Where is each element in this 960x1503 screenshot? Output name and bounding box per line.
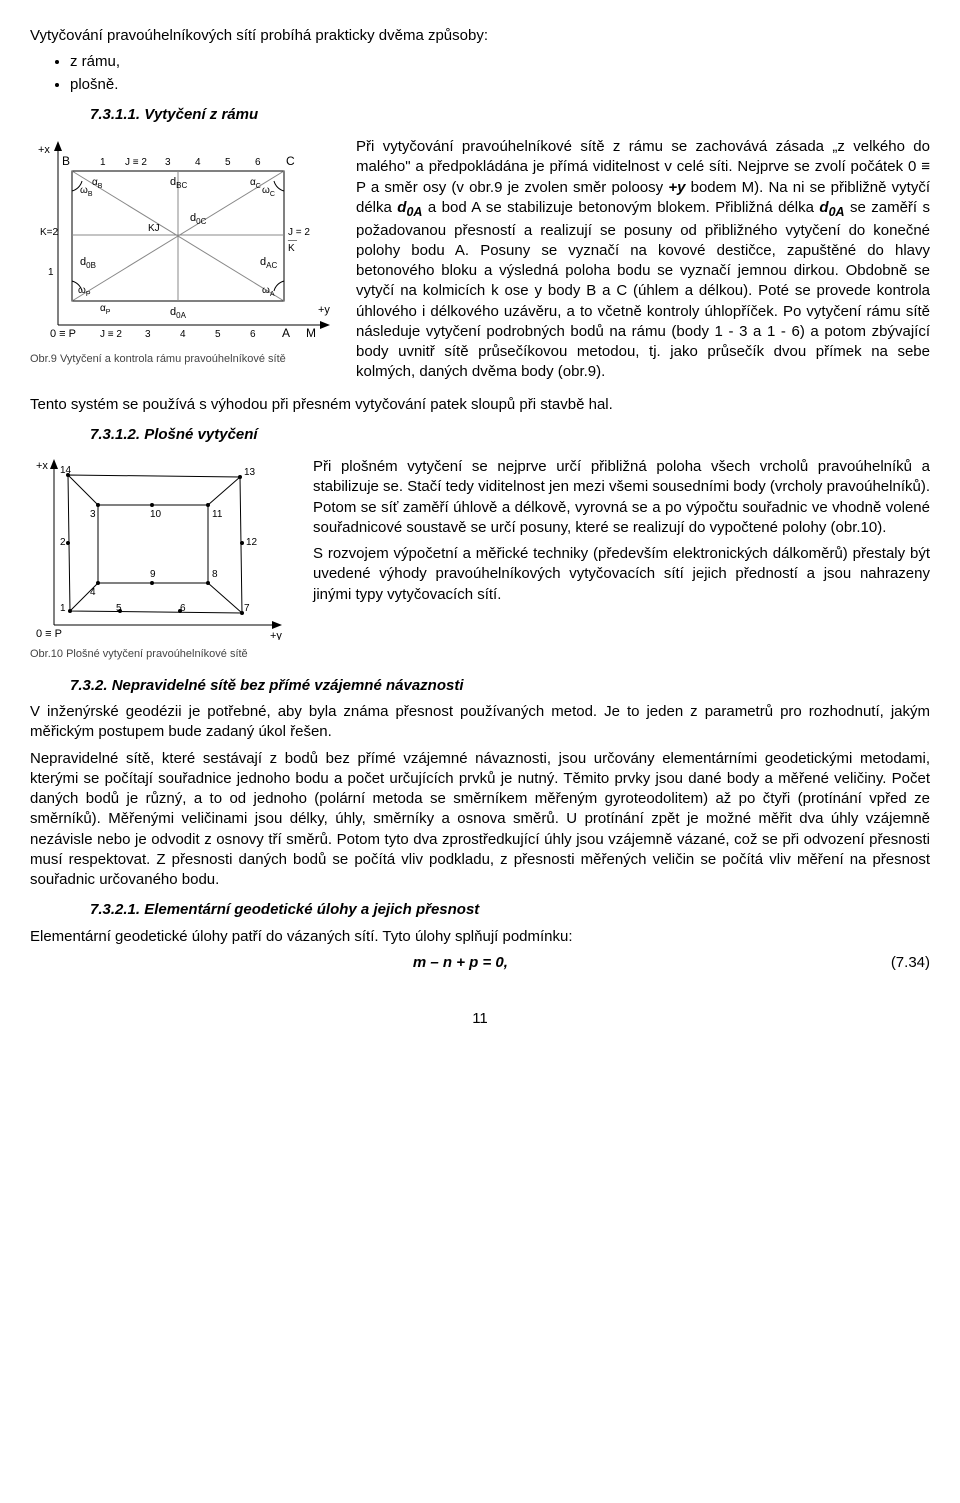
svg-text:5: 5 <box>225 157 231 168</box>
fig10-plusy: +y <box>270 630 282 640</box>
svg-text:K: K <box>288 243 295 254</box>
svg-text:4: 4 <box>180 329 186 340</box>
p1i: se zaměří s požadovanou přesností a real… <box>356 199 930 381</box>
p1g: d <box>819 199 828 216</box>
fig9-0P: 0 ≡ P <box>50 328 76 340</box>
svg-text:K=2: K=2 <box>40 227 59 238</box>
figure-10: +x +y 0 ≡ P 1413 1211 103 21 45 67 89 <box>30 455 295 662</box>
fig9-M: M <box>306 326 316 340</box>
intro-text: Vytyčování pravoúhelníkových sítí probíh… <box>30 26 930 46</box>
eq-num: (7.34) <box>891 953 930 973</box>
heading-7-3-1-1: 7.3.1.1. Vytyčení z rámu <box>90 105 930 125</box>
svg-text:2: 2 <box>60 537 66 548</box>
figure-9: +x +y 1J ≡ 23 456 B C K=2 1 J = 2 __ K <box>30 135 338 367</box>
heading-7-3-2: 7.3.2. Nepravidelné sítě bez přímé vzáje… <box>70 676 930 696</box>
intro-bullets: z rámu, plošně. <box>70 52 930 95</box>
svg-text:8: 8 <box>212 569 218 580</box>
svg-text:3: 3 <box>90 509 96 520</box>
p1e: 0A <box>406 205 422 219</box>
svg-text:13: 13 <box>244 467 256 478</box>
figure-9-caption: Obr.9 Vytyčení a kontrola rámu pravoúhel… <box>30 352 338 367</box>
svg-text:αC: αC <box>250 177 261 190</box>
fig10-0P: 0 ≡ P <box>36 628 62 640</box>
page-number: 11 <box>30 1009 930 1029</box>
svg-text:3: 3 <box>145 329 151 340</box>
svg-text:d0B: d0B <box>80 256 96 270</box>
para-7321-1: Elementární geodetické úlohy patří do vá… <box>30 927 930 947</box>
svg-text:7: 7 <box>244 603 250 614</box>
svg-text:J ≡ 2: J ≡ 2 <box>100 329 122 340</box>
fig10-plusx: +x <box>36 460 48 472</box>
para-732-2: Nepravidelné sítě, které sestávají z bod… <box>30 749 930 891</box>
svg-text:4: 4 <box>90 587 96 598</box>
p1h: 0A <box>829 205 845 219</box>
heading-7-3-1-2: 7.3.1.2. Plošné vytyčení <box>90 425 930 445</box>
bullet-a: z rámu, <box>70 52 930 72</box>
svg-text:1: 1 <box>48 267 54 278</box>
svg-text:αP: αP <box>100 303 111 316</box>
p1f: a bod A se stabilizuje betonovým blokem.… <box>422 199 819 216</box>
svg-text:KJ: KJ <box>148 223 160 234</box>
para-7311-2: Tento systém se používá s výhodou při př… <box>30 395 930 415</box>
p1b: +y <box>668 179 685 196</box>
svg-text:dAC: dAC <box>260 256 277 270</box>
fig9-plusx: +x <box>38 144 50 156</box>
svg-text:10: 10 <box>150 509 162 520</box>
svg-text:dBC: dBC <box>170 176 187 190</box>
figure-10-caption: Obr.10 Plošné vytyčení pravoúhelníkové s… <box>30 647 295 662</box>
svg-text:6: 6 <box>250 329 256 340</box>
svg-text:4: 4 <box>195 157 201 168</box>
svg-text:J ≡ 2: J ≡ 2 <box>125 157 147 168</box>
equation-7-34: m – n + p = 0, (7.34) <box>30 953 930 973</box>
svg-text:1: 1 <box>100 157 106 168</box>
svg-text:9: 9 <box>150 569 156 580</box>
fig9-plusy: +y <box>318 304 330 316</box>
svg-text:ωB: ωB <box>80 185 93 198</box>
svg-text:αB: αB <box>92 177 103 190</box>
heading-7-3-2-1: 7.3.2.1. Elementární geodetické úlohy a … <box>90 900 930 920</box>
fig9-B: B <box>62 154 70 168</box>
svg-text:3: 3 <box>165 157 171 168</box>
fig9-A: A <box>282 326 290 340</box>
svg-text:11: 11 <box>212 509 223 520</box>
svg-text:ωC: ωC <box>262 185 275 198</box>
svg-text:5: 5 <box>215 329 221 340</box>
svg-text:12: 12 <box>246 537 258 548</box>
eq-body: m – n + p = 0, <box>413 954 508 971</box>
svg-text:d0C: d0C <box>190 212 207 226</box>
svg-text:__: __ <box>287 232 297 241</box>
svg-text:ωA: ωA <box>262 285 275 298</box>
fig9-C: C <box>286 154 295 168</box>
svg-text:6: 6 <box>255 157 261 168</box>
svg-text:1: 1 <box>60 603 66 614</box>
para-732-1: V inženýrské geodézii je potřebné, aby b… <box>30 702 930 743</box>
bullet-b: plošně. <box>70 75 930 95</box>
svg-text:d0A: d0A <box>170 306 187 320</box>
